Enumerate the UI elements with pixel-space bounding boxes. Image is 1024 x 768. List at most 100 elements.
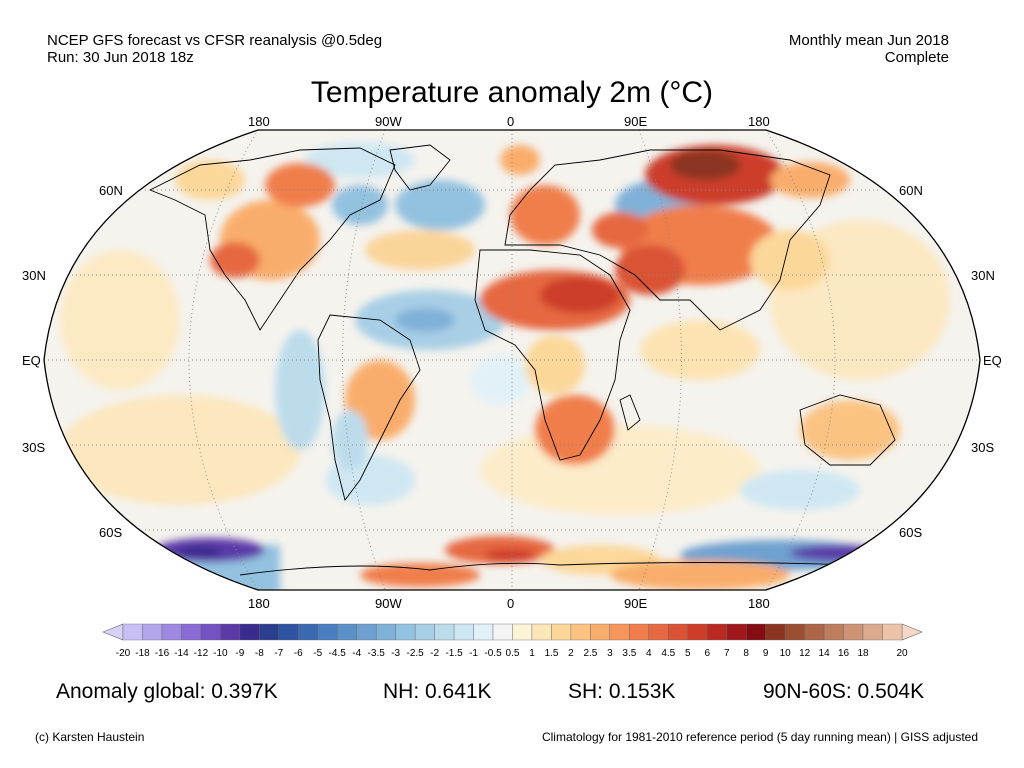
colorbar-swatch	[512, 623, 533, 641]
period-label: Monthly mean Jun 2018	[788, 32, 949, 49]
colorbar-swatch	[823, 623, 844, 641]
lat-label-right-60n: 60N	[899, 183, 923, 198]
colorbar-tick-label: 18	[857, 648, 869, 659]
arctic-stat: 90N-60S: 0.504K	[763, 680, 925, 703]
colorbar-swatch	[142, 623, 163, 641]
colorbar-tick-label: -9	[235, 648, 244, 659]
coastlines	[148, 144, 896, 576]
colorbar-tick-label: 4	[646, 648, 652, 659]
colorbar-swatch	[882, 623, 903, 641]
lon-label-bottom-90e: 90E	[624, 596, 648, 611]
colorbar-swatch	[784, 623, 805, 641]
colorbar-swatch	[161, 623, 182, 641]
colorbar-tick-label: -2	[430, 648, 439, 659]
colorbar-swatch	[609, 623, 630, 641]
lat-label-left-60s: 60S	[99, 525, 123, 540]
lat-label-left-30s: 30S	[22, 440, 46, 455]
lon-label-bottom-180e: 180	[748, 596, 770, 611]
lat-label-left-60n: 60N	[99, 183, 123, 198]
lon-label-top-90w: 90W	[375, 114, 402, 129]
colorbar-tick-label: -18	[135, 648, 150, 659]
colorbar-tick-label: 7	[724, 648, 730, 659]
lon-label-top-0: 0	[507, 114, 515, 129]
colorbar-tick-label: 2	[568, 648, 574, 659]
graticule	[44, 130, 980, 590]
colorbar-swatch	[453, 623, 474, 641]
lon-label-top-90e: 90E	[624, 114, 648, 129]
colorbar-swatch	[200, 623, 221, 641]
colorbar-swatch	[531, 623, 552, 641]
colorbar-tick-label: -7	[274, 648, 283, 659]
status-label: Complete	[884, 49, 949, 66]
colorbar-swatch	[648, 623, 669, 641]
colorbar-tick-label: 1.5	[544, 648, 558, 659]
colorbar-tick-label: 14	[819, 648, 831, 659]
colorbar-swatch	[492, 623, 513, 641]
colorbar-swatch	[570, 623, 591, 641]
colorbar-tick-label: 4.5	[661, 648, 675, 659]
lat-label-right-30n: 30N	[971, 268, 995, 283]
colorbar-tick-label: 16	[838, 648, 850, 659]
colorbar-swatch	[687, 623, 708, 641]
colorbar-tick-label: 10	[780, 648, 792, 659]
colorbar-tick-label: -4.5	[329, 648, 347, 659]
colorbar-swatch	[337, 623, 357, 641]
colorbar-swatch	[122, 623, 143, 641]
colorbar-tick-label: -1.5	[445, 648, 463, 659]
colorbar-swatch	[746, 623, 766, 641]
colorbar-swatch	[551, 623, 572, 641]
colorbar-swatch	[726, 623, 747, 641]
colorbar-tick-label: -6	[294, 648, 303, 659]
colorbar-tick-label: -4	[352, 648, 361, 659]
colorbar-swatch	[668, 623, 688, 641]
colorbar-over-triangle	[901, 623, 923, 641]
map-title: Temperature anomaly 2m (°C)	[310, 76, 714, 109]
colorbar-tick-label: 3.5	[622, 648, 636, 659]
colorbar-tick-label: -2.5	[407, 648, 425, 659]
colorbar-swatch	[590, 623, 611, 641]
lon-label-bottom-0: 0	[507, 596, 515, 611]
lat-label-left-30n: 30N	[22, 268, 46, 283]
lon-label-bottom-180w: 180	[248, 596, 270, 611]
colorbar-swatch	[434, 623, 455, 641]
colorbar-swatch	[317, 623, 338, 641]
colorbar-swatch	[804, 623, 825, 641]
colorbar-tick-label: 6	[704, 648, 710, 659]
colorbar-tick-label: -10	[213, 648, 228, 659]
colorbar-tick-label: 3	[607, 648, 613, 659]
colorbar-tick-label: -14	[174, 648, 189, 659]
lat-label-right-30s: 30S	[971, 440, 995, 455]
colorbar-swatch	[181, 623, 202, 641]
colorbar-tick-label: -20	[116, 648, 131, 659]
colorbar-tick-label: -1	[469, 648, 478, 659]
colorbar-tick-label: 9	[763, 648, 769, 659]
colorbar-tick-label: -16	[155, 648, 170, 659]
colorbar-swatch	[259, 623, 280, 641]
colorbar-swatch	[862, 623, 883, 641]
colorbar-swatch	[375, 623, 396, 641]
colorbar-tick-label: 12	[799, 648, 811, 659]
colorbar-swatch	[629, 623, 650, 641]
colorbar-tick-label: -5	[313, 648, 322, 659]
lat-label-left-eq: EQ	[22, 353, 41, 368]
colorbar-swatch	[356, 623, 377, 641]
credit-label: (c) Karsten Haustein	[35, 730, 145, 744]
colorbar-swatch	[239, 623, 260, 641]
colorbar-swatch	[298, 623, 318, 641]
colorbar-tick-label: 5	[685, 648, 691, 659]
colorbar-swatch	[843, 623, 864, 641]
colorbar-tick-label: -3	[391, 648, 400, 659]
sh-stat: SH: 0.153K	[568, 680, 676, 703]
colorbar-tick-label: 0.5	[506, 648, 520, 659]
colorbar-tick-label: -3.5	[368, 648, 386, 659]
colorbar-swatch	[395, 623, 416, 641]
lat-label-right-60s: 60S	[899, 525, 923, 540]
lon-label-top-180e: 180	[748, 114, 770, 129]
run-time-label: Run: 30 Jun 2018 18z	[47, 49, 194, 66]
colorbar-tick-label: -8	[255, 648, 264, 659]
colorbar-under-triangle	[102, 623, 124, 641]
lon-label-bottom-90w: 90W	[375, 596, 402, 611]
colorbar: -20 -18 -16 -14 -1 2 -10 -9 -8 -7 -6 -5 -4.5 -4 -3.5 -3…	[102, 623, 923, 659]
lat-label-right-eq: EQ	[983, 353, 1002, 368]
